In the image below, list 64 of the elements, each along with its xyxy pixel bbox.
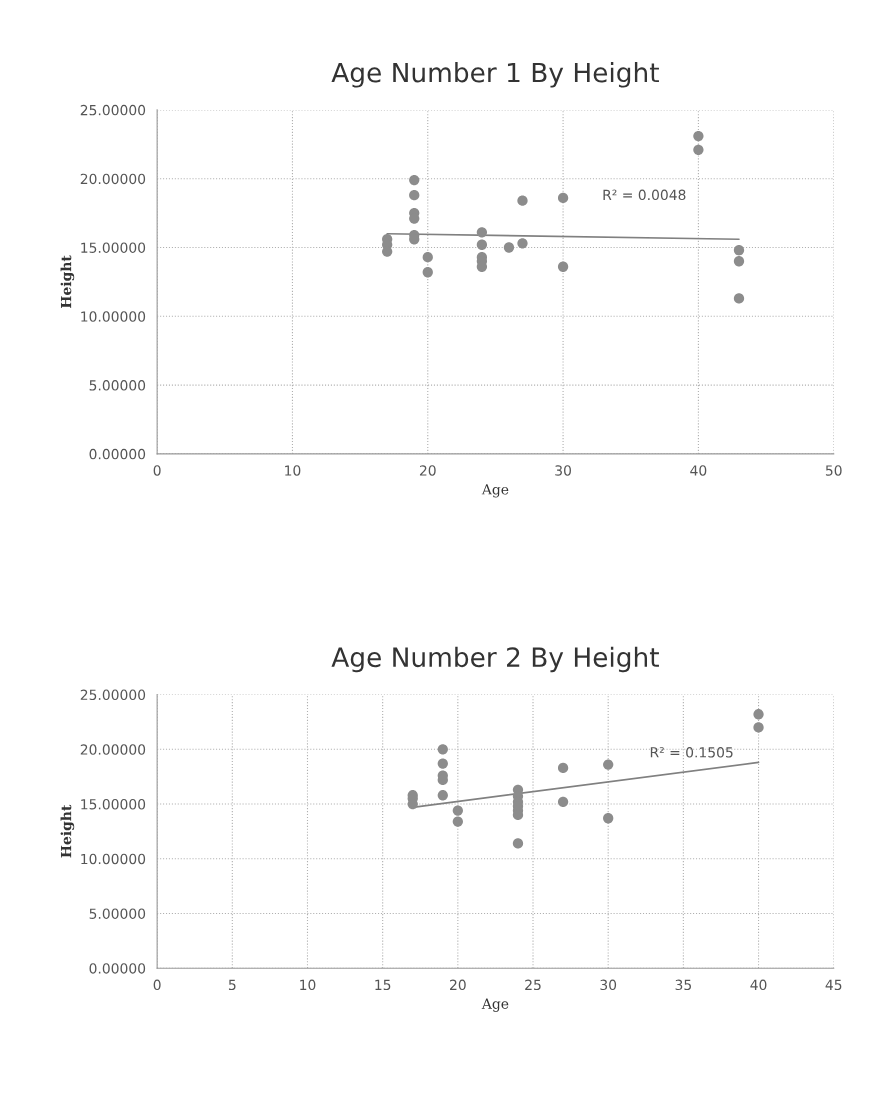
y-tick-label: 10.00000: [81, 311, 146, 322]
y-tick-label: 5.00000: [89, 380, 146, 391]
x-tick-label: 0: [153, 465, 161, 476]
x-tick-label: 20: [450, 979, 466, 991]
point: [503, 242, 515, 253]
point: [422, 251, 433, 263]
point: [409, 190, 420, 201]
point: [422, 267, 433, 278]
point: [557, 762, 569, 774]
chart-title: Age Number 2 By Height: [331, 646, 659, 673]
chart-title: Age Number 1 By Height: [331, 62, 659, 88]
point: [437, 744, 448, 755]
point: [517, 238, 528, 249]
y-axis-title: Height: [60, 804, 75, 858]
point: [693, 130, 704, 142]
point: [603, 813, 614, 824]
point: [753, 722, 764, 733]
y-tick-label: 15.00000: [81, 242, 146, 253]
y-tick-label: 25.00000: [80, 104, 146, 116]
x-tick-label: 5: [228, 979, 236, 991]
point: [753, 709, 764, 720]
y-axis-title: Height: [60, 255, 75, 308]
point: [452, 816, 463, 827]
annotation: R² = 0.1505: [650, 747, 733, 758]
x-tick-label: 30: [555, 465, 571, 476]
x-axis-title: Age: [481, 998, 509, 1012]
x-axis-title: Age: [481, 484, 509, 498]
y-tick-label: 0.00000: [89, 448, 146, 460]
x-tick-label: 40: [690, 465, 707, 476]
point: [693, 144, 704, 155]
x-tick-label: 45: [825, 979, 842, 991]
point: [733, 293, 745, 304]
point: [452, 805, 463, 816]
y-tick-label: 15.00000: [81, 799, 146, 810]
x-tick-label: 40: [750, 979, 767, 991]
y-tick-label: 10.00000: [81, 853, 146, 865]
point: [512, 838, 524, 849]
y-tick-label: 20.00000: [80, 744, 146, 755]
point: [733, 245, 745, 256]
point: [437, 790, 448, 801]
point: [517, 195, 528, 206]
y-tick-label: 25.00000: [80, 689, 146, 701]
point: [476, 239, 488, 250]
x-tick-label: 10: [285, 465, 301, 476]
point: [476, 227, 488, 238]
annotation: R² = 0.0048: [603, 189, 686, 201]
point: [557, 796, 569, 807]
x-tick-label: 10: [300, 979, 316, 991]
x-tick-label: 20: [419, 465, 436, 476]
x-tick-label: 30: [600, 979, 617, 991]
point: [733, 256, 745, 267]
point: [557, 261, 569, 272]
point: [557, 192, 569, 204]
y-tick-label: 20.00000: [80, 173, 146, 185]
point: [437, 758, 448, 769]
point: [603, 759, 614, 770]
point: [409, 174, 420, 186]
x-tick-label: 50: [825, 465, 842, 476]
x-tick-label: 35: [675, 979, 691, 991]
x-tick-label: 25: [525, 979, 541, 991]
y-tick-label: 0.00000: [89, 963, 146, 974]
x-tick-label: 15: [375, 979, 391, 991]
y-tick-label: 5.00000: [89, 908, 146, 919]
x-tick-label: 0: [153, 979, 161, 991]
